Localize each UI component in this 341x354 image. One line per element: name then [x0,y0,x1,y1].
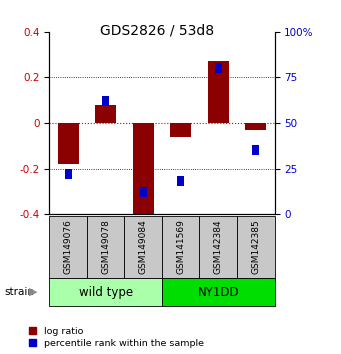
Bar [102,96,109,106]
Text: strain: strain [4,287,34,297]
Bar [95,105,116,123]
Text: ▶: ▶ [29,287,38,297]
Text: NY1DD: NY1DD [197,286,239,298]
Bar [252,145,259,155]
Bar [65,169,72,179]
Bar [58,123,78,164]
Text: GDS2826 / 53d8: GDS2826 / 53d8 [100,23,214,37]
Bar [170,123,191,137]
Text: GSM142384: GSM142384 [214,219,223,274]
Bar [133,123,153,219]
Text: GSM142385: GSM142385 [251,219,260,274]
FancyBboxPatch shape [49,216,87,278]
Bar [246,123,266,130]
Bar [208,62,228,123]
Text: GSM149076: GSM149076 [64,219,73,274]
FancyBboxPatch shape [199,216,237,278]
Bar [215,63,222,73]
FancyBboxPatch shape [237,216,275,278]
FancyBboxPatch shape [87,216,124,278]
FancyBboxPatch shape [162,278,275,306]
FancyBboxPatch shape [124,216,162,278]
Legend: log ratio, percentile rank within the sample: log ratio, percentile rank within the sa… [29,327,204,348]
Text: GSM149078: GSM149078 [101,219,110,274]
FancyBboxPatch shape [162,216,199,278]
FancyBboxPatch shape [49,278,162,306]
Bar [140,187,147,198]
Text: GSM149084: GSM149084 [139,219,148,274]
Text: wild type: wild type [79,286,133,298]
Bar [177,176,184,187]
Text: GSM141569: GSM141569 [176,219,185,274]
